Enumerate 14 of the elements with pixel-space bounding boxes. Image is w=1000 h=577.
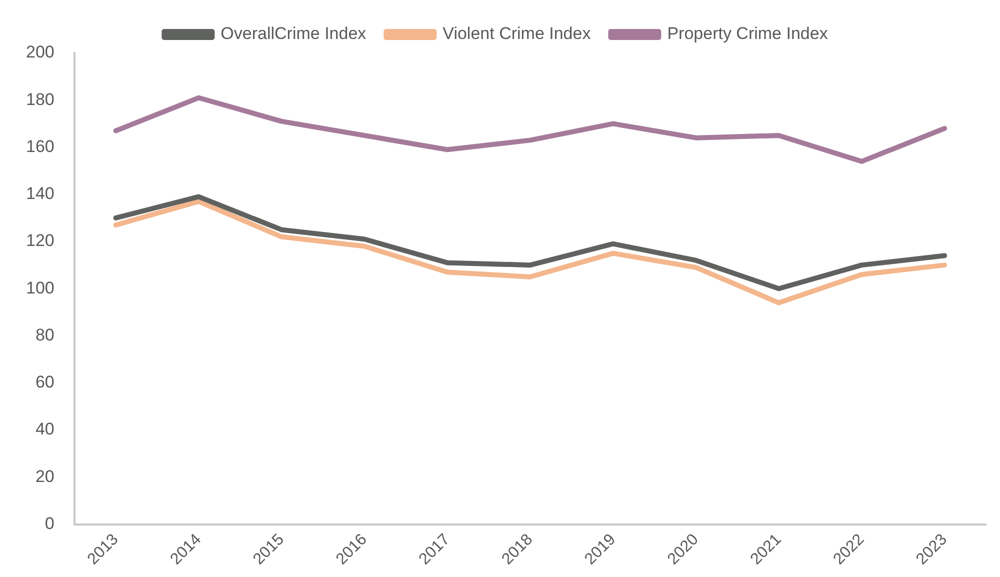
legend-label: Violent Crime Index — [442, 24, 592, 44]
legend-label: Property Crime Index — [667, 24, 828, 44]
y-tick-label: 180 — [26, 90, 54, 109]
y-tick-label: 160 — [26, 136, 54, 156]
y-tick-label: 140 — [26, 184, 54, 204]
y-tick-label: 40 — [35, 420, 54, 439]
y-tick-label: 20 — [35, 466, 54, 486]
y-tick-label: 0 — [44, 514, 54, 533]
y-tick-label: 120 — [26, 231, 54, 250]
y-tick-label: 200 — [26, 42, 54, 62]
y-tick-label: 80 — [35, 325, 54, 344]
y-tick-label: 60 — [35, 372, 54, 392]
y-tick-label: 100 — [26, 278, 54, 298]
legend-label: OverallCrime Index — [220, 24, 367, 44]
